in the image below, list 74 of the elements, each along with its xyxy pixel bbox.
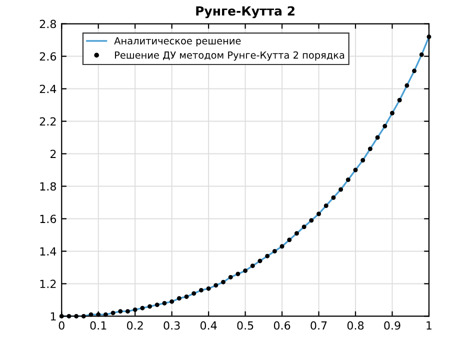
point: [316, 212, 322, 216]
x-tick-label: 0.9: [384, 321, 400, 330]
point: [419, 52, 424, 57]
y-tick-label: 2.6: [40, 52, 56, 61]
y-tick-label: 1.4: [40, 247, 56, 256]
point: [74, 314, 79, 318]
point: [368, 146, 372, 152]
point: [198, 288, 204, 292]
point: [228, 274, 233, 280]
point: [272, 248, 277, 254]
point: [412, 68, 417, 74]
y-tick-label: 1.2: [40, 280, 56, 288]
point: [250, 264, 255, 268]
point: [346, 178, 350, 182]
point: [66, 314, 72, 318]
point: [397, 98, 402, 102]
y-tick-label: 2.2: [40, 117, 56, 126]
x-tick-label: 0.2: [126, 321, 143, 330]
x-tick-label: 0.7: [310, 321, 327, 330]
x-tick-label: 0.5: [237, 321, 254, 330]
point: [206, 286, 211, 291]
point: [382, 124, 388, 128]
point: [125, 309, 130, 314]
point: [118, 309, 123, 314]
point: [81, 314, 86, 318]
x-tick-label: 0.3: [164, 321, 180, 330]
y-tick-label: 2: [50, 150, 56, 158]
point: [110, 310, 116, 316]
x-tick-label: 0.1: [90, 321, 106, 330]
point: [360, 158, 366, 162]
point: [287, 238, 292, 242]
point: [258, 258, 262, 264]
point: [390, 110, 394, 116]
legend-label: Аналитическое решение: [114, 37, 241, 46]
x-tick-label: 0.4: [200, 321, 217, 330]
point: [154, 302, 160, 308]
point: [176, 296, 182, 301]
point: [404, 83, 410, 88]
point: [148, 304, 152, 309]
point: [353, 168, 358, 172]
point: [59, 314, 64, 318]
point: [132, 307, 138, 312]
point: [265, 254, 270, 258]
point: [140, 306, 145, 310]
x-tick-label: 0: [58, 321, 64, 330]
y-tick-label: 2.4: [40, 84, 56, 93]
point: [338, 187, 344, 192]
point: [192, 291, 196, 296]
chart-title: Рунге-Кутта 2: [196, 6, 294, 18]
point: [214, 283, 218, 288]
x-tick-label: 0.8: [347, 321, 364, 330]
point: [88, 312, 94, 317]
y-tick-label: 1: [50, 312, 56, 320]
legend-label: Решение ДУ методом Рунге-Кутта 2 порядка: [115, 51, 344, 61]
point: [170, 299, 174, 304]
point: [324, 203, 328, 208]
point: [184, 294, 189, 299]
point: [243, 268, 248, 273]
y-tick-label: 2.8: [40, 20, 56, 28]
point: [162, 300, 167, 306]
x-tick-label: 1: [426, 321, 432, 330]
point: [236, 272, 240, 276]
y-tick-label: 1.8: [40, 182, 56, 191]
x-tick-label: 0.6: [274, 321, 290, 330]
point: [221, 280, 226, 284]
y-tick-label: 1.6: [40, 214, 56, 224]
point: [375, 135, 380, 140]
point: [103, 312, 108, 317]
point: [280, 244, 284, 249]
point: [331, 195, 336, 200]
point: [309, 218, 314, 223]
point: [426, 34, 432, 40]
point: [302, 224, 306, 230]
point: [294, 231, 299, 236]
